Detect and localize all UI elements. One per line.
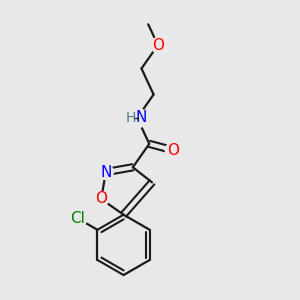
Text: H: H <box>126 111 136 125</box>
Circle shape <box>68 209 87 228</box>
Circle shape <box>98 165 113 179</box>
Text: O: O <box>167 142 179 158</box>
Text: O: O <box>152 38 164 52</box>
Circle shape <box>150 38 165 52</box>
Circle shape <box>165 143 180 158</box>
Circle shape <box>127 108 147 128</box>
Text: Cl: Cl <box>70 211 85 226</box>
Circle shape <box>94 191 109 206</box>
Text: O: O <box>95 191 107 206</box>
Text: N: N <box>100 164 112 179</box>
Text: N: N <box>136 110 147 125</box>
